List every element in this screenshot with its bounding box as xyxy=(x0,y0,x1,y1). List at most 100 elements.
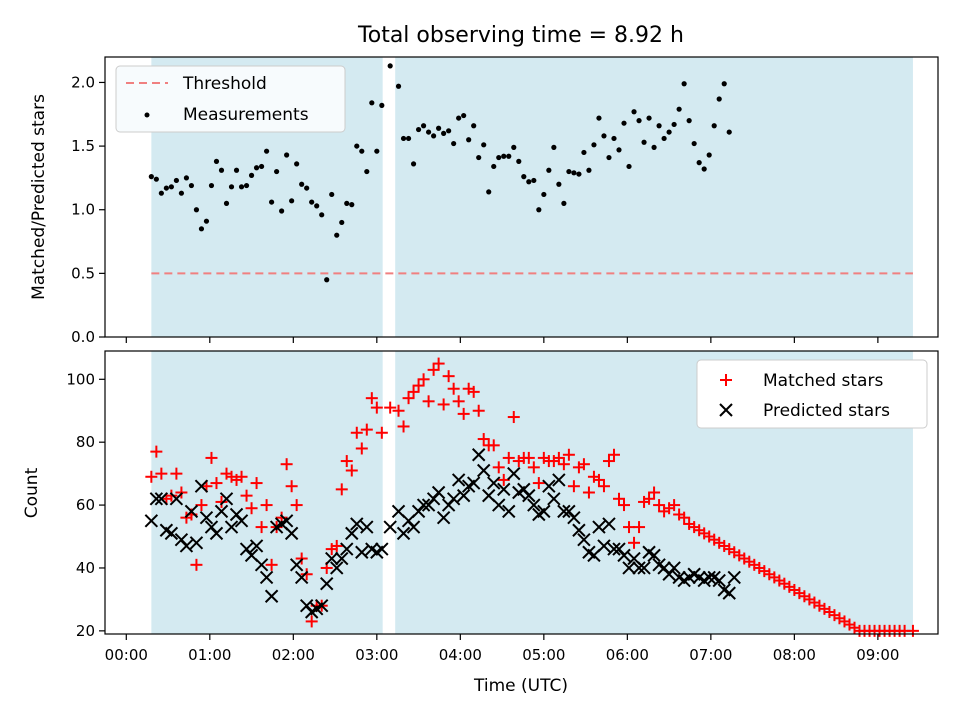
matched-star-point xyxy=(472,404,485,417)
legend-measurements-label: Measurements xyxy=(183,105,309,125)
matched-star-point xyxy=(582,486,595,499)
matched-star-point xyxy=(678,511,691,524)
predicted-star-point xyxy=(350,517,364,531)
predicted-star-point xyxy=(234,514,249,528)
measurement-point xyxy=(395,83,402,89)
y-tick-label: 60 xyxy=(76,496,95,514)
measurement-point xyxy=(218,167,225,173)
matched-star-point xyxy=(170,467,183,480)
matched-star-point xyxy=(492,461,505,474)
predicted-star-point xyxy=(607,542,621,556)
predicted-star-point xyxy=(647,548,661,563)
measurement-point xyxy=(676,106,682,112)
predicted-star-point xyxy=(219,492,234,506)
predicted-star-point xyxy=(289,558,304,572)
measurement-point xyxy=(405,135,412,142)
measurement-point xyxy=(279,208,285,214)
predicted-star-point xyxy=(383,520,397,534)
matched-star-point xyxy=(497,473,510,486)
measurement-point xyxy=(571,170,577,176)
matched-star-point xyxy=(350,426,363,439)
predicted-star-point xyxy=(637,561,651,575)
measurement-point xyxy=(379,102,385,108)
matched-star-point xyxy=(653,499,666,512)
predicted-star-point xyxy=(602,517,616,531)
top-legend-box xyxy=(115,65,346,133)
measurement-point xyxy=(233,167,240,173)
measurement-point xyxy=(238,184,245,190)
measurement-point xyxy=(441,130,447,136)
measurement-point xyxy=(451,140,457,147)
predicted-star-point xyxy=(279,514,294,528)
measurement-point xyxy=(461,112,467,119)
legend-predicted-label: Predicted stars xyxy=(763,401,890,421)
measurement-point xyxy=(334,232,340,238)
bottom-panel: 20 40 60 80 100 00:00 01:00 02:00 03:00 04:00 05:… xyxy=(22,350,939,696)
measurement-point xyxy=(621,120,627,126)
predicted-star-point xyxy=(507,466,521,481)
top-plot-frame xyxy=(104,56,939,338)
matched-star-point xyxy=(330,539,343,552)
x-tick-label: 04:00 xyxy=(439,646,482,664)
measurement-point xyxy=(294,161,300,167)
matched-star-point xyxy=(290,499,303,512)
predicted-star-point xyxy=(497,482,511,497)
measurement-point xyxy=(203,218,210,224)
measurement-point xyxy=(686,118,692,124)
matched-star-point xyxy=(628,536,641,549)
measurement-point xyxy=(274,168,280,175)
measurement-point xyxy=(646,115,652,121)
measurement-point xyxy=(183,175,190,181)
measurement-point xyxy=(566,168,572,175)
predicted-star-point xyxy=(149,492,164,506)
measurement-point xyxy=(400,135,407,142)
measurement-point xyxy=(546,167,552,173)
predicted-star-point xyxy=(527,498,541,512)
matched-star-point xyxy=(384,401,397,414)
measurement-point xyxy=(213,158,220,164)
measurement-point xyxy=(556,181,562,187)
bottom-y-ticks: 20 40 60 80 100 xyxy=(66,370,105,640)
predicted-star-point xyxy=(451,473,466,487)
measurement-point xyxy=(329,191,335,198)
x-tick-label: 00:00 xyxy=(105,646,148,664)
measurement-point xyxy=(671,121,677,128)
matched-star-point xyxy=(447,382,460,395)
matched-star-point xyxy=(567,480,580,493)
measurement-point xyxy=(656,123,662,129)
matched-star-point xyxy=(477,433,490,446)
legend-measurements-swatch xyxy=(144,112,150,118)
measurement-point xyxy=(701,166,707,172)
top-y-axis-label: Matched/Predicted stars xyxy=(29,94,49,300)
matched-star-point xyxy=(592,473,605,486)
top-measurement-points xyxy=(148,63,732,283)
measurement-point xyxy=(696,160,702,166)
predicted-star-point xyxy=(456,488,471,503)
y-tick-label: 40 xyxy=(76,559,95,577)
measurement-point xyxy=(436,125,442,131)
measurement-point xyxy=(304,185,310,191)
predicted-star-point xyxy=(547,492,561,506)
predicted-star-point xyxy=(330,561,344,575)
matched-star-point xyxy=(205,451,218,464)
matched-star-point xyxy=(612,492,625,505)
matched-star-point xyxy=(442,370,455,383)
measurement-point xyxy=(506,153,512,159)
matched-star-point xyxy=(190,558,203,571)
matched-star-point xyxy=(255,521,268,534)
predicted-star-point xyxy=(436,510,451,525)
x-tick-label: 06:00 xyxy=(606,646,649,664)
y-tick-label: 1.5 xyxy=(71,137,95,155)
matched-star-point xyxy=(487,439,500,452)
legend-matched-label: Matched stars xyxy=(763,371,883,391)
measurement-point xyxy=(616,147,622,153)
predicted-star-point xyxy=(259,570,274,585)
x-tick-label: 09:00 xyxy=(856,646,899,664)
measurement-point xyxy=(681,81,687,87)
matched-star-point xyxy=(145,470,158,483)
measurement-point xyxy=(561,200,567,206)
y-tick-label: 20 xyxy=(76,622,95,640)
predicted-star-point xyxy=(477,463,491,478)
matched-star-point xyxy=(522,451,535,464)
bottom-legend: Matched stars Predicted stars xyxy=(696,359,928,429)
